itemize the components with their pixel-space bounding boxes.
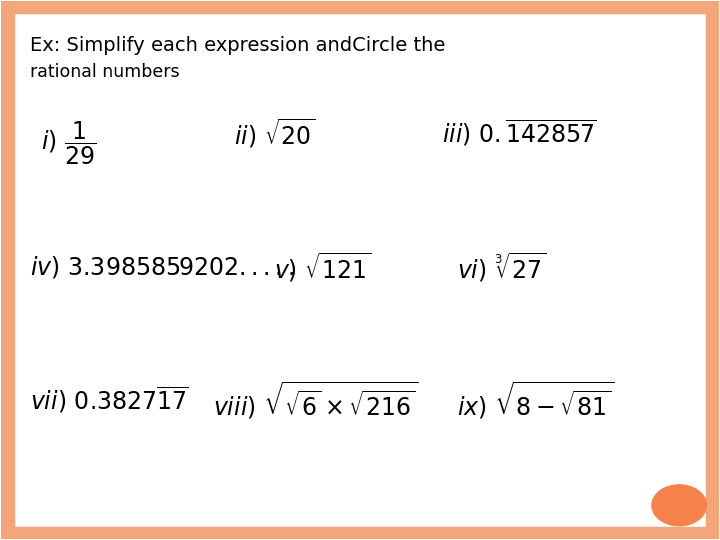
- Text: $ix)\ \sqrt{8-\sqrt{81}}$: $ix)\ \sqrt{8-\sqrt{81}}$: [456, 379, 614, 421]
- Text: $vii)\ 0.3827\overline{17}$: $vii)\ 0.3827\overline{17}$: [30, 384, 189, 415]
- FancyBboxPatch shape: [5, 4, 715, 536]
- Text: $iv)\ 3.3985859202.....$: $iv)\ 3.3985859202.....$: [30, 254, 294, 280]
- Text: $i)\ \dfrac{1}{29}$: $i)\ \dfrac{1}{29}$: [41, 120, 96, 167]
- Text: $ii)\ \sqrt{20}$: $ii)\ \sqrt{20}$: [235, 116, 316, 150]
- Text: $iii)\ 0.\overline{142857}$: $iii)\ 0.\overline{142857}$: [443, 118, 597, 148]
- Text: $v)\ \sqrt{121}$: $v)\ \sqrt{121}$: [274, 251, 372, 284]
- Text: Ex: Simplify each expression andCircle the: Ex: Simplify each expression andCircle t…: [30, 36, 446, 55]
- Text: rational numbers: rational numbers: [30, 63, 180, 81]
- Circle shape: [652, 485, 706, 526]
- Text: $vi)\ \sqrt[3]{27}$: $vi)\ \sqrt[3]{27}$: [456, 251, 546, 284]
- Text: $viii)\ \sqrt{\sqrt{6}\times\sqrt{216}}$: $viii)\ \sqrt{\sqrt{6}\times\sqrt{216}}$: [213, 379, 418, 421]
